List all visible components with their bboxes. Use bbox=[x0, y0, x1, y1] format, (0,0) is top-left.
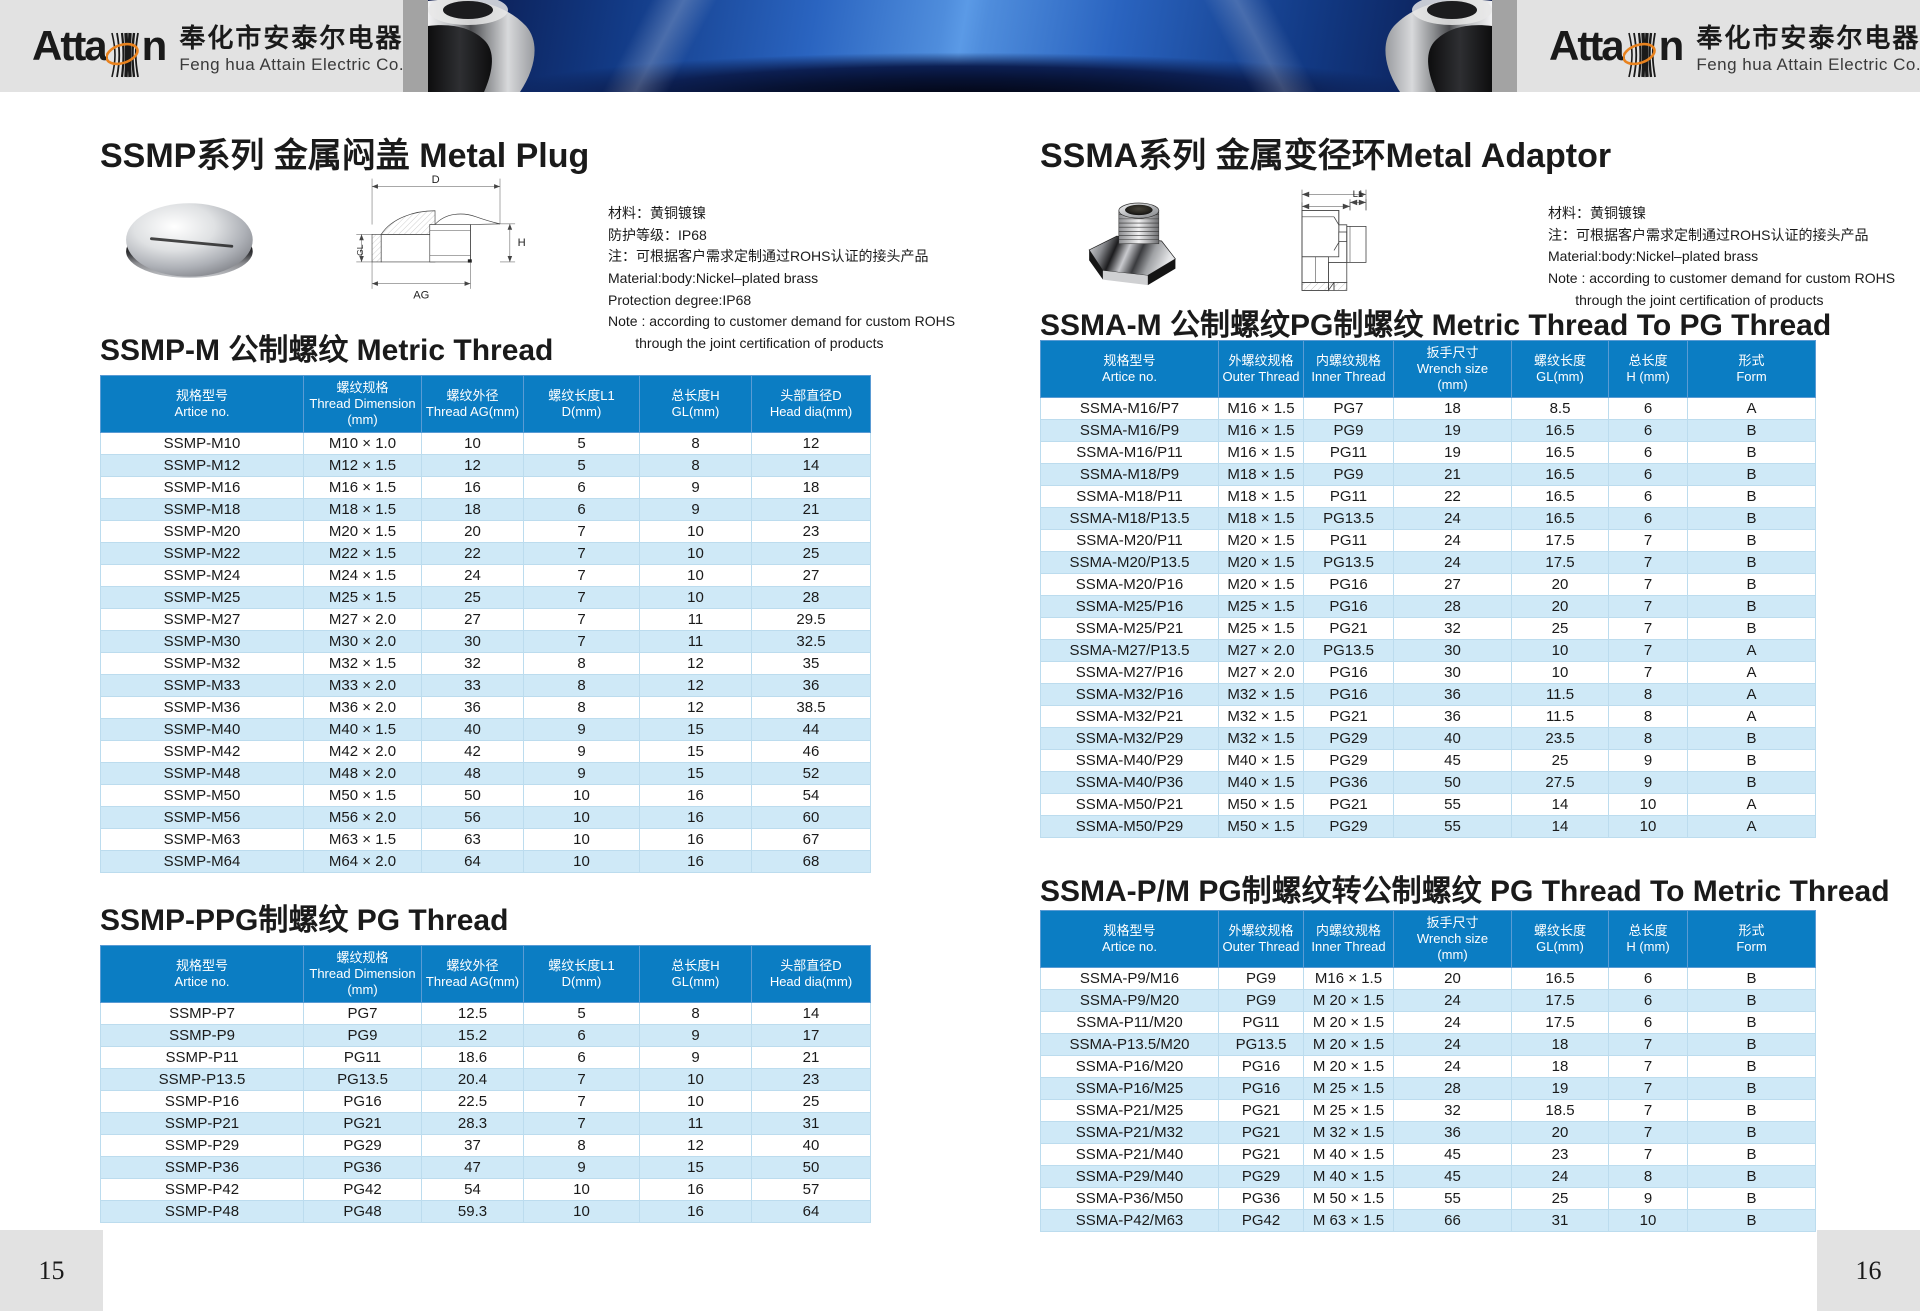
svg-text:GL: GL bbox=[355, 244, 365, 256]
svg-text:AG: AG bbox=[413, 290, 429, 302]
svg-text:L1: L1 bbox=[1353, 189, 1364, 200]
svg-text:H: H bbox=[518, 237, 526, 249]
svg-text:L: L bbox=[1331, 188, 1337, 191]
svg-text:D: D bbox=[432, 174, 440, 186]
